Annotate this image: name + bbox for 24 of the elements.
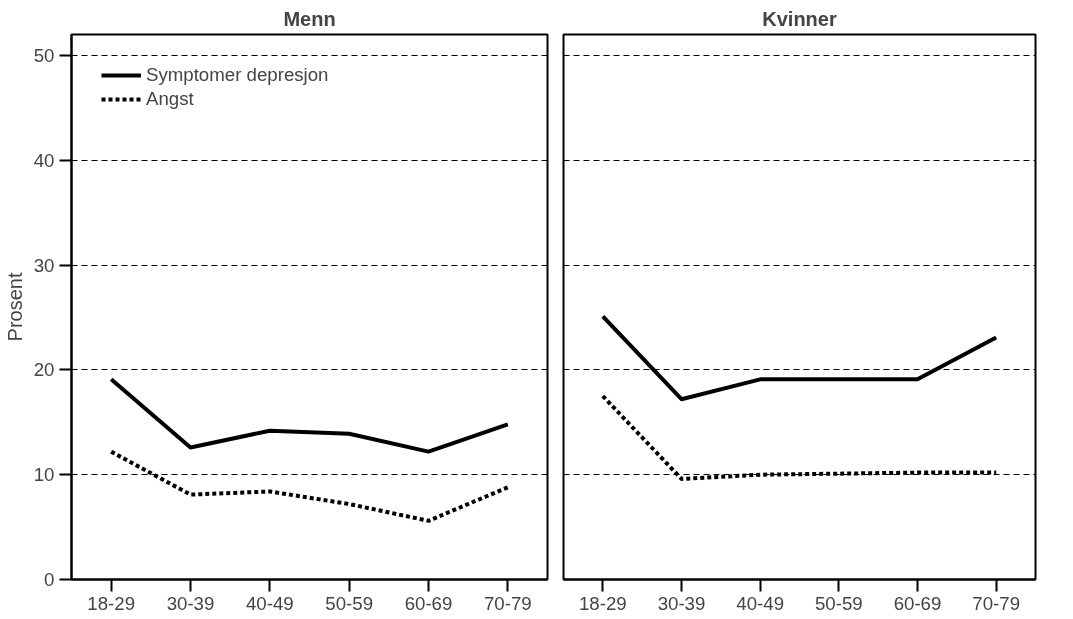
y-tick-label: 50 [33, 44, 55, 66]
x-tick-label: 50-59 [814, 592, 863, 614]
chart-title: Kvinner [762, 7, 837, 30]
y-tick-label: 20 [33, 359, 55, 381]
legend-label: Symptomer depresjon [146, 64, 329, 86]
x-tick-label: 50-59 [325, 592, 374, 614]
chart-title: Menn [283, 7, 336, 30]
x-tick-label: 70-79 [483, 592, 532, 614]
x-tick-label: 18-29 [578, 592, 627, 614]
y-tick-label: 40 [33, 149, 55, 171]
y-tick-label: 0 [44, 569, 55, 590]
x-tick-label: 40-49 [245, 592, 294, 614]
x-tick-label: 18-29 [87, 592, 136, 614]
legend-label: Angst [146, 88, 194, 110]
line-series [109, 377, 510, 454]
y-axis-title: Prosent [3, 272, 26, 342]
y-tick-label: 30 [33, 254, 55, 276]
x-tick-label: 70-79 [972, 592, 1021, 614]
x-tick-label: 60-69 [404, 592, 453, 614]
x-tick-label: 30-39 [166, 592, 215, 614]
y-tick-label: 10 [33, 464, 55, 486]
x-tick-label: 60-69 [893, 592, 942, 614]
x-tick-label: 30-39 [657, 592, 706, 614]
x-tick-label: 40-49 [736, 592, 785, 614]
